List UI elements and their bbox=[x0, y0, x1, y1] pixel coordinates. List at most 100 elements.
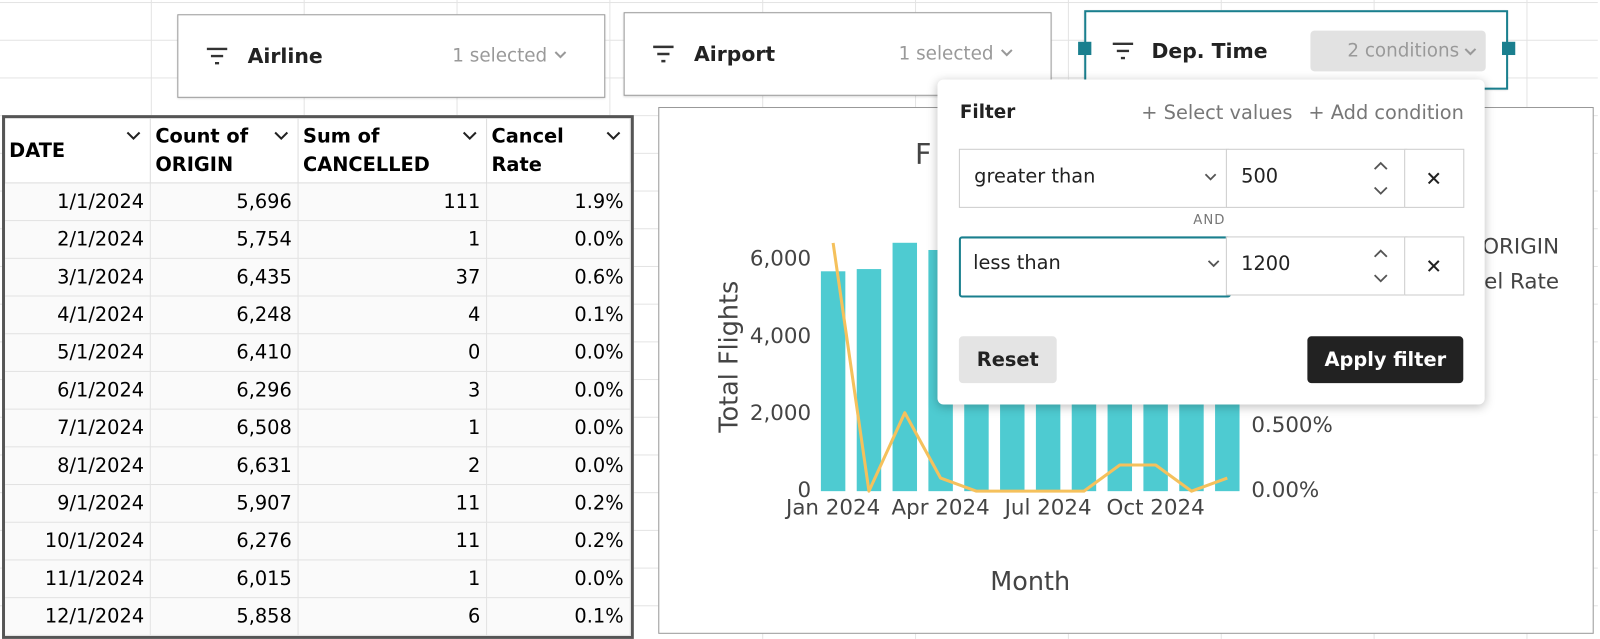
table-row: 12/1/2024 5,858 6 0.1% bbox=[5, 597, 631, 636]
bar bbox=[856, 269, 882, 492]
resize-handle[interactable] bbox=[1502, 41, 1516, 56]
chevron bbox=[1464, 48, 1477, 56]
operator-text: greater than bbox=[974, 165, 1096, 188]
sort-chevron[interactable] bbox=[126, 130, 142, 141]
table-cell: 6,631 bbox=[150, 446, 299, 486]
table-cell: 6,248 bbox=[150, 296, 299, 335]
remove-condition[interactable] bbox=[1404, 148, 1465, 208]
table-cell: 6,435 bbox=[150, 258, 299, 297]
table-row: 10/1/2024 6,276 11 0.2% bbox=[5, 522, 631, 561]
select-values-link[interactable]: + Select values bbox=[1141, 101, 1293, 125]
sort-chevron[interactable] bbox=[605, 130, 621, 141]
filter-icon bbox=[1112, 42, 1134, 60]
table-cell: 4/1/2024 bbox=[5, 296, 152, 335]
table-cell: 1 bbox=[298, 409, 488, 448]
table-row: 8/1/2024 6,631 2 0.0% bbox=[5, 446, 631, 486]
table-cell: 9/1/2024 bbox=[5, 484, 152, 523]
filter-chip-active[interactable]: Dep. Time 2 conditions bbox=[1084, 10, 1509, 90]
x-tick-label: Jan 2024 bbox=[784, 495, 880, 520]
value-text: 1200 bbox=[1241, 252, 1291, 276]
table-cell: 0.2% bbox=[486, 484, 631, 523]
y-tick-label: 6,000 bbox=[750, 247, 811, 272]
filter-chip[interactable]: Airline 1 selected bbox=[177, 14, 606, 98]
table-cell: 6 bbox=[298, 597, 488, 636]
table-row: 9/1/2024 5,907 11 0.2% bbox=[5, 484, 631, 523]
y-tick-label: 4,000 bbox=[750, 324, 811, 349]
table-row: 5/1/2024 6,410 0 0.0% bbox=[5, 333, 631, 372]
filter-status: 1 selected bbox=[898, 43, 994, 65]
table-cell: 2/1/2024 bbox=[5, 220, 152, 259]
table-cell: 0.2% bbox=[486, 522, 631, 561]
table-row: 11/1/2024 6,015 1 0.0% bbox=[5, 559, 631, 599]
joiner: AND bbox=[1193, 212, 1226, 229]
table-cell: 5,858 bbox=[150, 597, 299, 636]
table-cell: 11 bbox=[298, 484, 488, 523]
column-header: Sum of CANCELLED bbox=[298, 118, 488, 184]
table-cell: 6,296 bbox=[150, 371, 299, 410]
resize-handle[interactable] bbox=[1078, 41, 1092, 56]
y-tick-label: 2,000 bbox=[750, 401, 811, 426]
column-header: Count of ORIGIN bbox=[150, 118, 299, 184]
table-cell: 0.0% bbox=[486, 220, 631, 259]
reset-button[interactable]: Reset bbox=[958, 336, 1057, 384]
table-cell: 11 bbox=[298, 522, 488, 561]
table-cell: 3 bbox=[298, 371, 488, 410]
bar bbox=[892, 242, 918, 492]
table-cell: 5,696 bbox=[150, 182, 299, 222]
operator-select[interactable]: less than bbox=[958, 236, 1231, 298]
table-cell: 1 bbox=[298, 220, 488, 259]
sort-chevron[interactable] bbox=[462, 130, 478, 141]
filter-label: Airport bbox=[693, 41, 776, 67]
y2-tick-label: 0.500% bbox=[1251, 413, 1333, 438]
spinner[interactable] bbox=[1372, 248, 1390, 285]
table-cell: 12/1/2024 bbox=[5, 597, 152, 636]
table-cell: 0.6% bbox=[486, 258, 631, 297]
pivot-table: DATE Count of ORIGIN Sum of CANCELLED Cance… bbox=[2, 115, 634, 639]
table-cell: 111 bbox=[298, 182, 488, 222]
column-header: Cancel Rate bbox=[486, 118, 631, 184]
table-cell: 0.1% bbox=[486, 296, 631, 335]
table-cell: 37 bbox=[298, 258, 488, 297]
chevron bbox=[1000, 49, 1013, 57]
table-cell: 5,754 bbox=[150, 220, 299, 259]
table-cell: 0.0% bbox=[486, 371, 631, 410]
table-cell: 0.0% bbox=[486, 559, 631, 599]
value-input[interactable]: 1200 bbox=[1225, 236, 1408, 296]
table-row: 3/1/2024 6,435 37 0.6% bbox=[5, 258, 631, 297]
close-icon bbox=[1427, 260, 1440, 272]
apply-button[interactable]: Apply filter bbox=[1307, 336, 1464, 384]
popup-title: Filter bbox=[959, 101, 1016, 124]
remove-condition[interactable] bbox=[1404, 236, 1465, 296]
operator-select[interactable]: greater than bbox=[958, 148, 1229, 208]
table-cell: 7/1/2024 bbox=[5, 409, 152, 448]
x-tick-label: Jul 2024 bbox=[1003, 495, 1092, 520]
filter-icon bbox=[206, 47, 228, 65]
table-row: 4/1/2024 6,248 4 0.1% bbox=[5, 296, 631, 335]
operator-text: less than bbox=[973, 251, 1061, 275]
y-tick-label: 0 bbox=[798, 478, 812, 503]
line bbox=[831, 242, 1228, 493]
table-cell: 10/1/2024 bbox=[5, 522, 152, 561]
table-cell: 0.0% bbox=[486, 333, 631, 372]
sort-chevron[interactable] bbox=[273, 130, 289, 141]
y-axis-title: Total Flights bbox=[715, 281, 745, 434]
y2-tick-label: 0.00% bbox=[1251, 478, 1319, 503]
filter-status: 1 selected bbox=[452, 45, 548, 67]
table-cell: 0 bbox=[298, 333, 488, 372]
table-row: 7/1/2024 6,508 1 0.0% bbox=[5, 409, 631, 448]
spinner[interactable] bbox=[1372, 160, 1390, 197]
filter-popup: Filter + Select values + Add condition g… bbox=[937, 79, 1485, 405]
condition-badge[interactable] bbox=[1310, 30, 1486, 72]
add-condition-link[interactable]: + Add condition bbox=[1308, 101, 1464, 125]
value-input[interactable]: 500 bbox=[1225, 148, 1408, 208]
table-cell: 0.0% bbox=[486, 446, 631, 486]
x-axis-title: Month bbox=[990, 567, 1070, 597]
x-tick-label: Apr 2024 bbox=[892, 495, 990, 520]
table-cell: 1 bbox=[298, 559, 488, 599]
filter-chip[interactable]: Airport 1 selected bbox=[623, 12, 1052, 96]
filter-icon bbox=[653, 45, 674, 63]
table-row: 6/1/2024 6,296 3 0.0% bbox=[5, 371, 631, 410]
value-text: 500 bbox=[1241, 165, 1279, 188]
chart-title: F bbox=[915, 138, 931, 171]
table-cell: 6,508 bbox=[150, 409, 299, 448]
